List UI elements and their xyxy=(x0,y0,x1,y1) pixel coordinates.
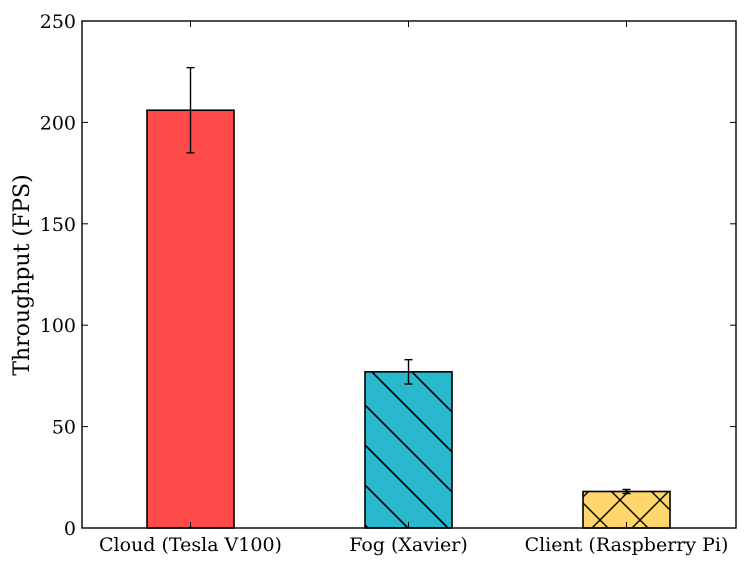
y-tick-label-1: 0 xyxy=(64,518,76,540)
x-tick-label-3: Client (Raspberry Pi) xyxy=(525,534,729,556)
y-tick-label-2: 50 xyxy=(52,417,76,439)
y-tick-label-5: 200 xyxy=(40,112,76,134)
x-tick-label-1: Cloud (Tesla V100) xyxy=(99,534,282,556)
bar-3-hatch xyxy=(583,491,670,528)
y-axis-label: Throughput (FPS) xyxy=(10,174,35,375)
plot-frame xyxy=(81,20,737,529)
error-bars-group xyxy=(186,66,631,495)
bar-1-fill xyxy=(147,110,234,529)
x-tick-label-2: Fog (Xavier) xyxy=(349,534,468,556)
y-tick-label-4: 150 xyxy=(40,214,76,236)
bar-2-hatch xyxy=(365,371,452,528)
y-tick-label-6: 250 xyxy=(40,11,76,33)
bars-group xyxy=(146,109,671,529)
y-tick-label-3: 100 xyxy=(40,315,76,337)
axes-group: Cloud (Tesla V100) Fog (Xavier) Client (Ra… xyxy=(40,11,737,556)
